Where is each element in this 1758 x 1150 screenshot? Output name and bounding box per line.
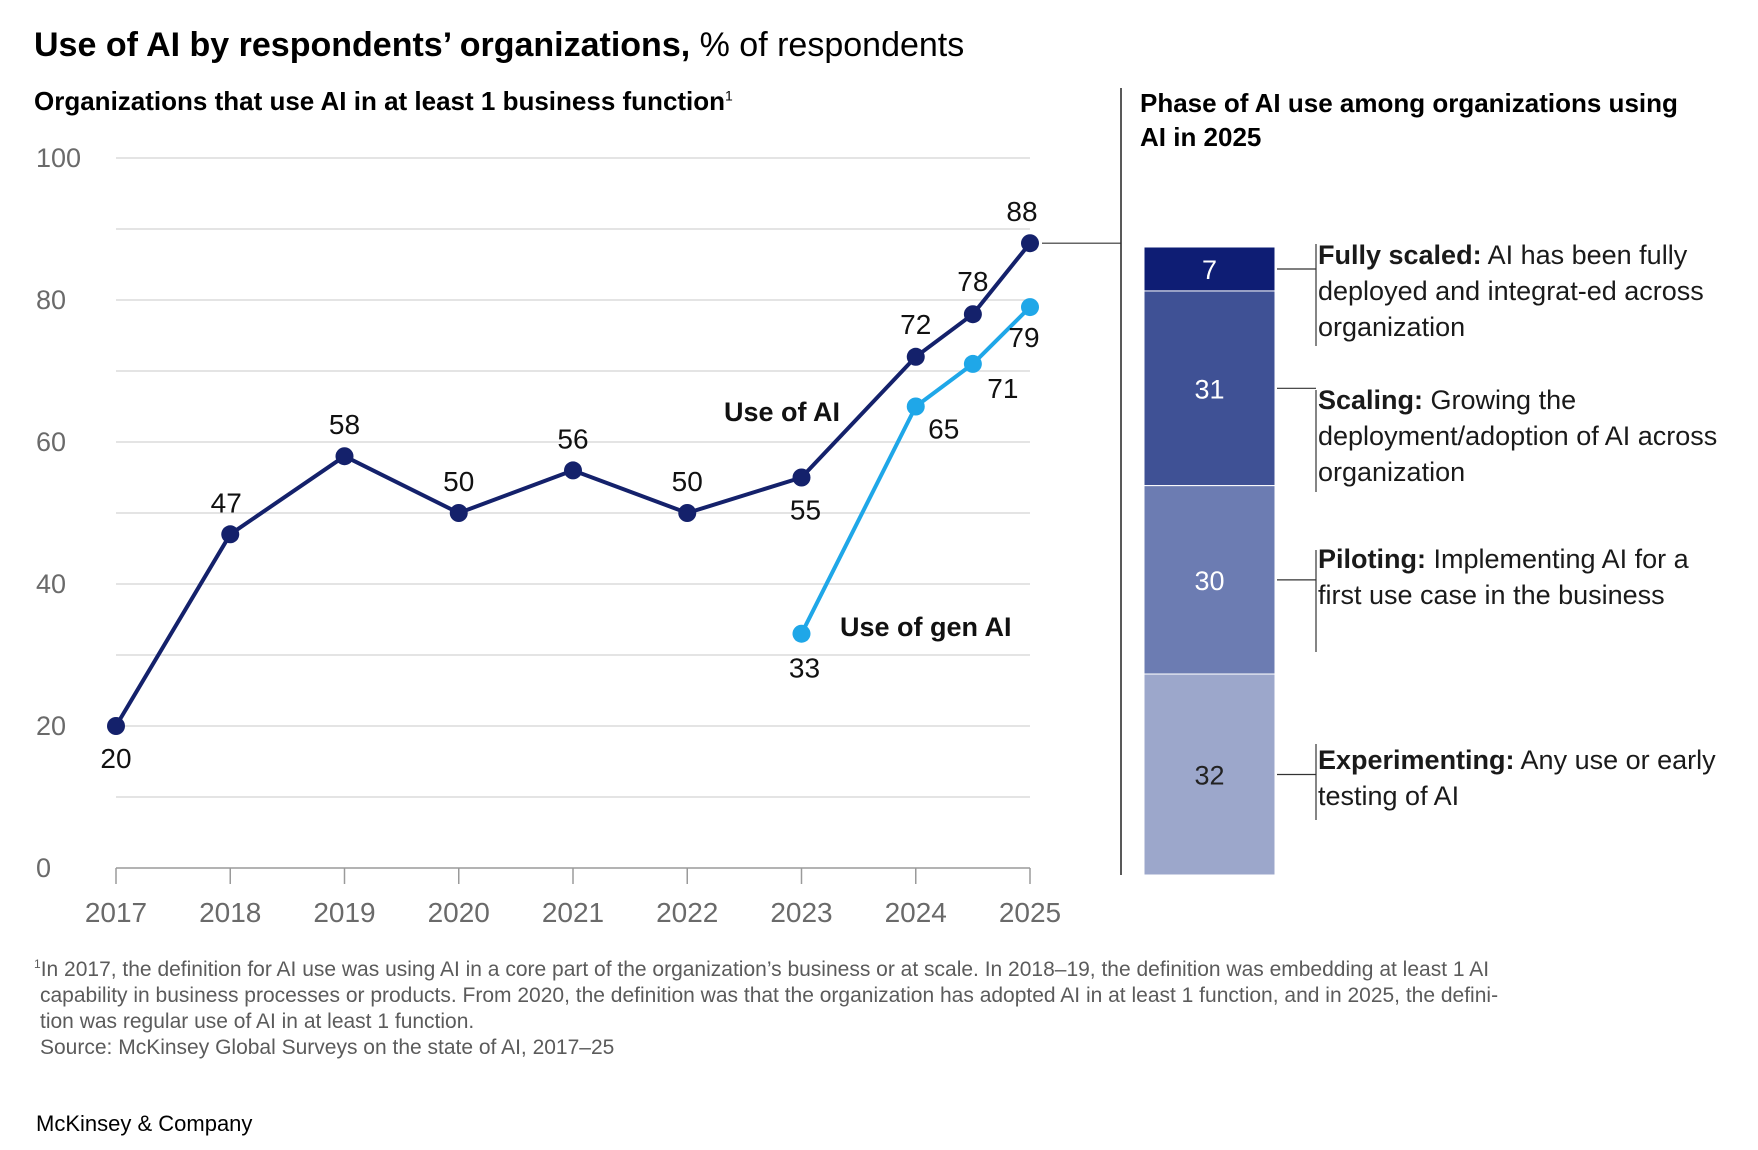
phase-name: Piloting: xyxy=(1318,544,1426,574)
stacked-bar-subtitle: Phase of AI use among organizations usin… xyxy=(1140,88,1678,152)
use-of-gen-ai-point xyxy=(792,624,811,643)
phase-label-experimenting: Experimenting: Any use or early testing … xyxy=(1318,742,1718,814)
use-of-gen-ai-point xyxy=(963,354,982,373)
source-note: Source: McKinsey Global Surveys on the s… xyxy=(40,1036,615,1059)
series-label-use-of-gen-ai: Use of gen AI xyxy=(840,612,1012,642)
bar-segment-experimenting xyxy=(1143,673,1276,876)
phase-description: Implementing AI for a first use case in … xyxy=(1318,544,1689,610)
data-label: 55 xyxy=(790,495,821,526)
data-label: 33 xyxy=(789,653,820,684)
axes: 0 20 40 60 80 100 2017 2018 2019 2020 2021 2022 2023… xyxy=(36,88,1122,928)
line-series xyxy=(114,241,1032,728)
use-of-ai-point xyxy=(963,305,982,324)
phase-label-fully-scaled: Fully scaled: AI has been fully deployed… xyxy=(1318,237,1718,345)
bar-segment-scaling xyxy=(1143,290,1276,487)
x-tick-label: 2020 xyxy=(428,897,490,928)
x-tick-label: 2019 xyxy=(313,897,375,928)
series-label-use-of-ai: Use of AI xyxy=(724,397,840,427)
phase-description: Growing the deployment/adoption of AI ac… xyxy=(1318,385,1718,487)
data-label: 47 xyxy=(211,487,242,518)
y-tick-label: 0 xyxy=(36,853,51,883)
footnote: 1In 2017, the definition for AI use was … xyxy=(34,951,1674,1061)
phase-description: AI has been fully deployed and integrat-… xyxy=(1318,240,1704,342)
bar-value-label: 30 xyxy=(1194,566,1224,596)
chart-title: Use of AI by respondents’ organizations,… xyxy=(34,26,964,65)
y-tick-label: 60 xyxy=(36,427,66,457)
use-of-ai-point xyxy=(564,461,582,480)
footnote-line: 1In 2017, the definition for AI use was … xyxy=(34,951,1674,983)
phase-name: Fully scaled: xyxy=(1318,240,1482,270)
y-tick-label: 80 xyxy=(36,285,66,315)
chart-title-unit: % of respondents xyxy=(690,26,965,64)
bar-value-label: 7 xyxy=(1202,255,1217,285)
y-tick-label: 40 xyxy=(36,569,66,599)
footnote-mark: 1 xyxy=(725,87,733,104)
bar-value-label: 31 xyxy=(1194,374,1224,404)
footnote-line: tion was regular use of AI in at least 1… xyxy=(40,1010,475,1033)
use-of-ai-point xyxy=(107,717,125,735)
data-points xyxy=(107,234,1039,735)
use-of-ai-point xyxy=(792,468,811,487)
footnote-number: 1 xyxy=(34,957,41,971)
y-tick-label: 20 xyxy=(36,711,66,741)
use-of-ai-point xyxy=(1021,234,1039,253)
data-label: 72 xyxy=(900,309,931,340)
use-of-ai-point xyxy=(678,504,697,522)
data-label: 20 xyxy=(100,743,131,774)
use-of-ai-point xyxy=(221,525,240,544)
x-tick-label: 2018 xyxy=(199,897,261,928)
data-label: 56 xyxy=(557,423,588,454)
line-chart-subtitle-text: Organizations that use AI in at least 1 … xyxy=(34,86,726,116)
data-label: 50 xyxy=(672,466,703,497)
use-of-ai-point xyxy=(335,447,354,466)
stacked-bar: 7 31 30 32 xyxy=(1143,246,1276,876)
use-of-ai-point xyxy=(449,504,468,522)
y-tick-label: 100 xyxy=(36,143,81,173)
chart-title-bold: Use of AI by respondents’ organizations, xyxy=(34,26,691,64)
use-of-gen-ai-point xyxy=(906,397,925,416)
x-tick-label: 2022 xyxy=(656,897,718,928)
phase-name: Experimenting: xyxy=(1318,745,1515,775)
x-tick-label: 2025 xyxy=(999,897,1061,928)
phase-label-piloting: Piloting: Implementing AI for a first us… xyxy=(1318,541,1718,613)
connectors xyxy=(1042,242,1317,820)
x-tick-label: 2017 xyxy=(85,897,147,928)
x-tick-label: 2023 xyxy=(770,897,832,928)
use-of-ai-point xyxy=(906,347,925,366)
x-tick-label: 2024 xyxy=(885,897,947,928)
brand-logo-text: McKinsey & Company xyxy=(36,1111,253,1136)
data-label: 71 xyxy=(987,373,1018,404)
bar-value-label: 32 xyxy=(1194,761,1224,791)
data-label: 78 xyxy=(957,266,988,297)
grid-lines xyxy=(116,157,1030,798)
x-tick-label: 2021 xyxy=(542,897,604,928)
data-label: 50 xyxy=(443,466,474,497)
data-label: 65 xyxy=(928,414,959,445)
line-chart-subtitle: Organizations that use AI in at least 1 … xyxy=(34,86,733,117)
footnote-line: capability in business processes or prod… xyxy=(40,984,1499,1007)
phase-name: Scaling: xyxy=(1318,385,1424,415)
use-of-gen-ai-point xyxy=(1021,298,1039,317)
phase-label-scaling: Scaling: Growing the deployment/adoption… xyxy=(1318,382,1718,490)
data-label: 88 xyxy=(1006,196,1037,227)
use-of-ai-line xyxy=(114,241,1032,728)
footnote-text: In 2017, the definition for AI use was u… xyxy=(40,958,1490,981)
data-label: 79 xyxy=(1008,322,1039,353)
data-label: 58 xyxy=(329,409,360,440)
phase-description: Any use or early testing of AI xyxy=(1318,745,1716,811)
data-labels: 20 47 58 50 56 50 55 72 78 88 33 65 71 79 Use of AI Use… xyxy=(100,196,1039,774)
use-of-gen-ai-line xyxy=(799,305,1032,635)
bar-segment-fully-scaled xyxy=(1143,246,1276,292)
